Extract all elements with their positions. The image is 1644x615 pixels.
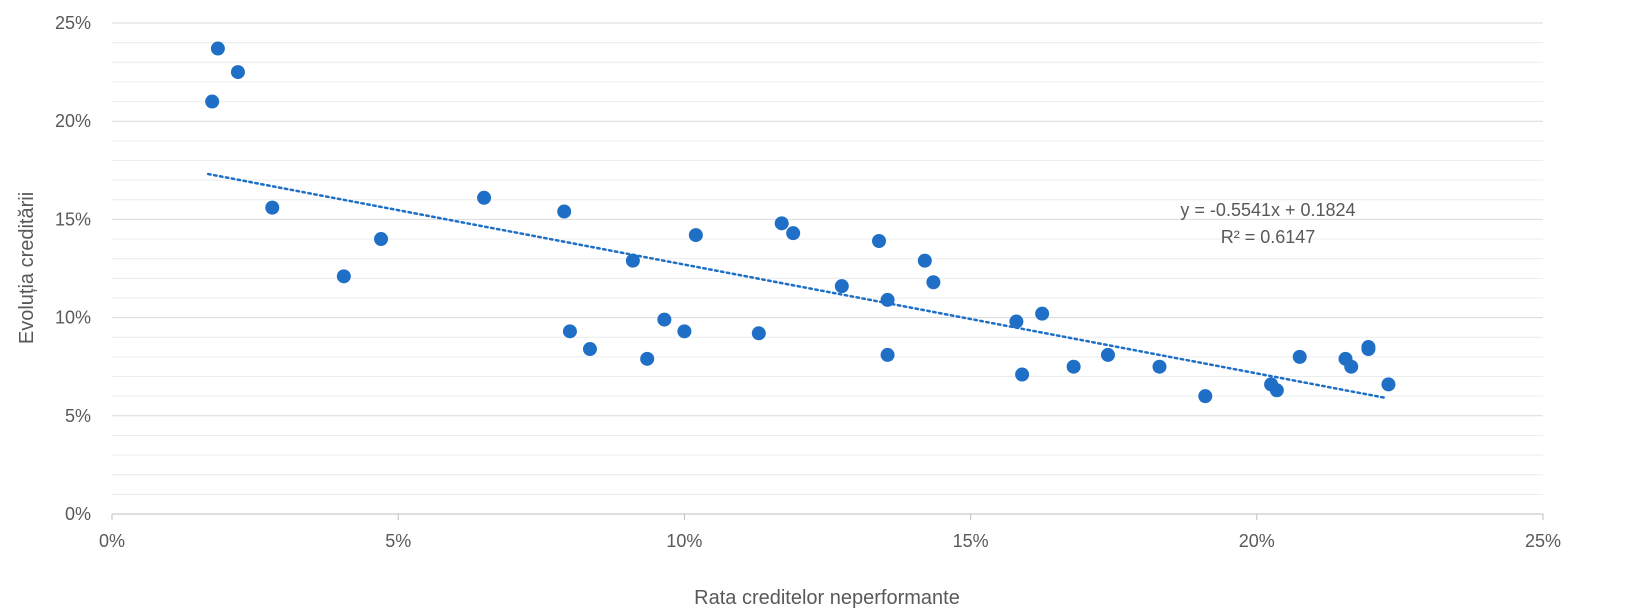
x-tick-label: 20%	[1239, 531, 1275, 551]
data-point	[1152, 359, 1167, 374]
data-point	[917, 253, 932, 268]
data-point	[926, 275, 941, 290]
x-tick-label: 5%	[385, 531, 411, 551]
trendline-r-squared: R² = 0.6147	[1221, 227, 1316, 247]
data-point	[834, 279, 849, 294]
y-axis-title: Evoluția creditării	[16, 192, 38, 344]
data-point	[880, 292, 895, 307]
minor-gridlines	[112, 42, 1543, 495]
major-gridlines	[112, 22, 1543, 417]
data-point	[205, 94, 220, 109]
data-point	[374, 232, 389, 247]
y-tick-label: 5%	[65, 406, 91, 426]
data-point	[1344, 359, 1359, 374]
data-point	[1198, 389, 1213, 404]
trendline-equation: y = -0.5541x + 0.1824	[1180, 200, 1355, 220]
data-point	[657, 312, 672, 327]
data-point	[582, 342, 597, 357]
x-tick-label: 25%	[1525, 531, 1561, 551]
data-point	[774, 216, 789, 231]
data-point	[640, 351, 655, 366]
x-tick-labels: 0% 5% 10% 15% 20% 25%	[99, 531, 1561, 551]
data-point	[1009, 314, 1024, 329]
data-point	[1269, 383, 1284, 398]
data-point	[1361, 342, 1376, 357]
data-point	[336, 269, 351, 284]
data-point	[880, 347, 895, 362]
data-point	[1066, 359, 1081, 374]
data-point	[677, 324, 692, 339]
data-point	[786, 226, 801, 241]
data-point	[265, 200, 280, 215]
data-point	[557, 204, 572, 219]
x-axis	[111, 513, 1544, 520]
y-tick-labels: 0% 5% 10% 15% 20% 25%	[55, 13, 91, 524]
x-axis-title: Rata creditelor neperformante	[694, 587, 960, 609]
data-point	[1015, 367, 1030, 382]
data-point	[1292, 349, 1307, 364]
data-point	[477, 190, 492, 205]
trendline	[206, 172, 1387, 400]
data-point	[562, 324, 577, 339]
y-tick-label: 10%	[55, 308, 91, 328]
y-tick-label: 20%	[55, 111, 91, 131]
data-point	[688, 228, 703, 243]
data-point	[1100, 347, 1115, 362]
data-point	[1381, 377, 1396, 392]
data-point	[751, 326, 766, 341]
y-tick-label: 0%	[65, 504, 91, 524]
trendline-group	[206, 172, 1387, 400]
data-point	[230, 65, 245, 80]
data-point	[1035, 306, 1050, 321]
y-tick-label: 15%	[55, 209, 91, 229]
data-point	[625, 253, 640, 268]
x-tick-label: 15%	[953, 531, 989, 551]
y-tick-label: 25%	[55, 13, 91, 33]
x-tick-label: 10%	[666, 531, 702, 551]
data-point	[210, 41, 225, 56]
data-points	[205, 41, 1396, 404]
x-tick-label: 0%	[99, 531, 125, 551]
data-point	[872, 234, 887, 249]
